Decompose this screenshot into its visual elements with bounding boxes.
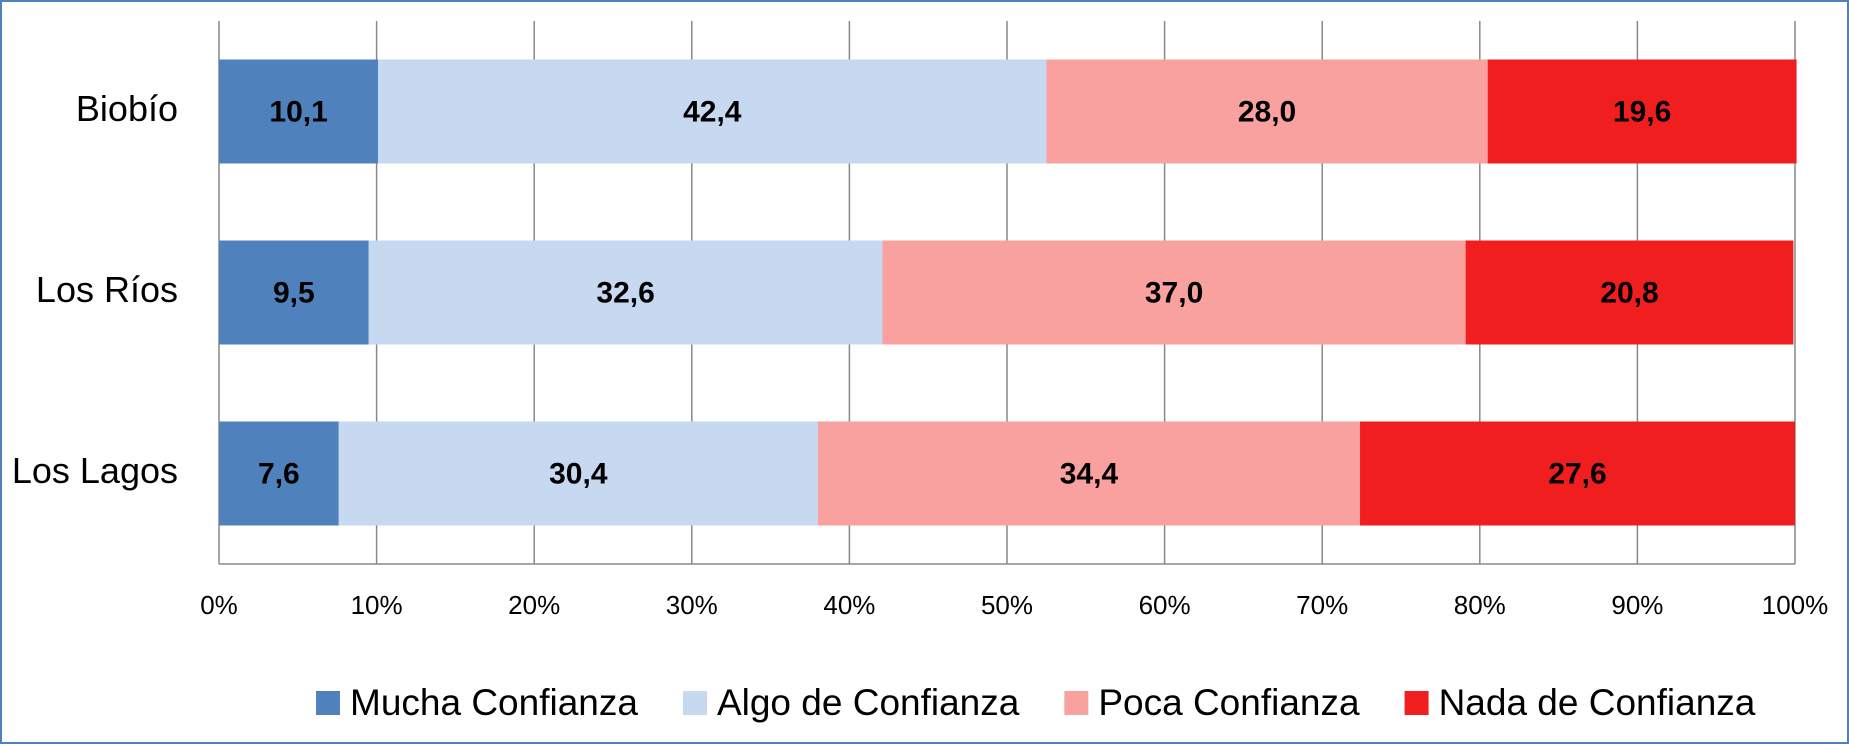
data-label: 42,4 (683, 95, 742, 128)
x-tick-label: 80% (1454, 590, 1506, 620)
data-label: 20,8 (1600, 276, 1658, 309)
x-tick-label: 50% (981, 590, 1033, 620)
legend-swatch (682, 691, 707, 715)
data-label: 34,4 (1060, 457, 1119, 490)
data-label: 7,6 (258, 457, 300, 490)
x-tick-label: 60% (1139, 590, 1191, 620)
x-tick-label: 30% (666, 590, 718, 620)
legend-label: Nada de Confianza (1439, 682, 1756, 723)
x-tick-label: 20% (508, 590, 560, 620)
data-label: 28,0 (1238, 95, 1296, 128)
data-label: 37,0 (1145, 276, 1203, 309)
x-tick-label: 40% (823, 590, 875, 620)
data-label: 32,6 (596, 276, 654, 309)
bar-segment (1487, 59, 1797, 164)
bar-segment (882, 240, 1466, 345)
bar-segment (338, 421, 818, 526)
bar-segment (368, 240, 883, 345)
bar-segment (1465, 240, 1794, 345)
bar-segment (1046, 59, 1488, 164)
bar-segment (817, 421, 1361, 526)
legend-swatch (1404, 691, 1429, 715)
y-tick-label: Los Ríos (36, 269, 178, 310)
bar-segment (219, 421, 339, 526)
x-tick-label: 70% (1296, 590, 1348, 620)
x-tick-label: 100% (1762, 590, 1829, 620)
legend-label: Algo de Confianza (717, 682, 1020, 723)
data-label: 9,5 (273, 276, 315, 309)
data-label: 27,6 (1548, 457, 1606, 490)
y-tick-label: Biobío (76, 88, 178, 129)
legend-swatch (316, 691, 340, 715)
y-tick-label: Los Lagos (12, 450, 178, 491)
data-label: 10,1 (269, 95, 327, 128)
data-label: 30,4 (549, 457, 608, 490)
bar-segment (378, 59, 1047, 164)
legend-swatch (1064, 691, 1089, 715)
x-tick-label: 90% (1611, 590, 1663, 620)
data-label: 19,6 (1613, 95, 1671, 128)
bar-segment (1360, 421, 1795, 526)
bar-segment (219, 240, 369, 345)
legend-label: Mucha Confianza (350, 682, 638, 723)
legend-label: Poca Confianza (1098, 682, 1360, 723)
bar-segment (219, 59, 379, 164)
x-tick-label: 10% (351, 590, 403, 620)
x-tick-label: 0% (200, 590, 238, 620)
